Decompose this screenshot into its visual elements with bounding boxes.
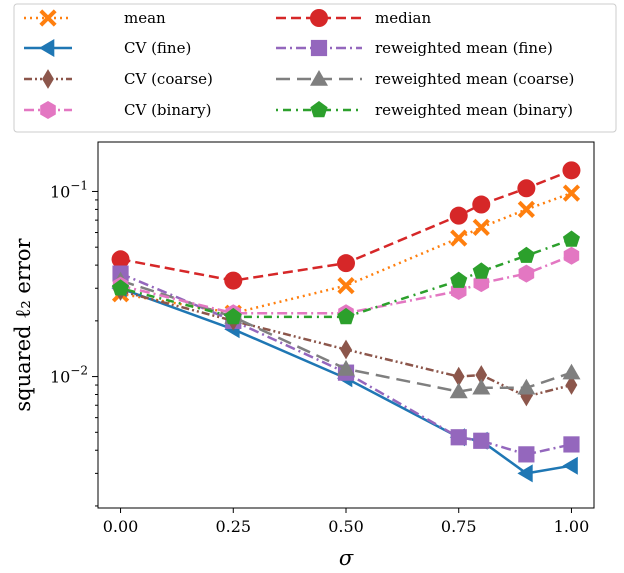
y-axis-label: squared ℓ₂ error <box>11 237 35 411</box>
data-point-mean <box>562 184 581 202</box>
data-point-reweighted-mean-coarse <box>517 378 536 395</box>
legend-marker-reweighted-mean-coarse <box>310 70 328 86</box>
data-point-mean <box>517 200 535 219</box>
x-tick-label: 0.25 <box>215 517 251 536</box>
data-point-reweighted-mean-fine <box>450 429 467 446</box>
series-layer <box>111 161 581 483</box>
legend-marker-reweighted-mean-binary <box>310 101 328 118</box>
series-median <box>111 161 581 290</box>
data-point-cv-fine <box>562 456 578 475</box>
legend-label-reweighted-mean-fine: reweighted mean (fine) <box>375 39 553 57</box>
data-point-reweighted-mean-fine <box>563 436 580 453</box>
data-point-median <box>449 206 468 225</box>
data-point-reweighted-mean-binary <box>517 246 535 263</box>
axis-ticks: 0.00 0.25 0.50 0.75 1.00 10−2 10−1 <box>50 178 589 536</box>
x-tick-label: 0.50 <box>328 517 364 536</box>
legend-label-cv-coarse: CV (coarse) <box>124 70 213 88</box>
data-point-cv-binary <box>518 264 535 283</box>
data-point-cv-coarse <box>452 366 465 387</box>
data-point-reweighted-mean-fine <box>518 446 535 463</box>
legend-label-cv-fine: CV (fine) <box>124 39 191 57</box>
legend-marker-cv-fine <box>39 39 55 57</box>
y-tick-label: 10−1 <box>50 178 88 201</box>
series-line-mean <box>120 191 572 315</box>
legend-marker-cv-coarse <box>42 69 54 89</box>
data-point-cv-coarse <box>340 339 352 360</box>
legend-marker-median <box>310 9 328 27</box>
data-point-median <box>111 250 130 269</box>
x-tick-label: 0.75 <box>441 517 477 536</box>
data-point-cv-coarse <box>475 365 488 385</box>
legend-marker-cv-binary <box>40 101 56 119</box>
legend-label-reweighted-mean-binary: reweighted mean (binary) <box>375 101 573 119</box>
data-point-cv-fine <box>517 464 533 483</box>
data-point-reweighted-mean-coarse <box>562 363 581 380</box>
data-point-reweighted-mean-binary <box>337 307 355 325</box>
data-point-reweighted-mean-binary <box>472 262 490 279</box>
data-point-median <box>562 161 581 180</box>
x-axis-label: σ <box>339 546 354 570</box>
data-point-reweighted-mean-coarse <box>337 359 355 376</box>
data-point-reweighted-mean-fine <box>473 432 490 449</box>
data-point-reweighted-mean-binary <box>112 279 130 296</box>
legend-label-median: median <box>375 9 431 27</box>
data-point-reweighted-mean-coarse <box>472 378 491 395</box>
legend: mean median CV (fine) reweighted mean (fine… <box>24 9 574 119</box>
legend-box <box>13 3 617 133</box>
data-point-reweighted-mean-binary <box>450 271 468 288</box>
data-point-median <box>224 271 243 290</box>
legend-label-mean: mean <box>124 9 166 27</box>
data-point-median <box>337 254 355 273</box>
data-point-mean <box>472 218 490 236</box>
x-tick-label: 1.00 <box>554 517 590 536</box>
y-tick-label: 10−2 <box>50 364 88 387</box>
data-point-median <box>517 179 536 198</box>
data-point-mean <box>450 229 468 247</box>
data-point-median <box>472 195 491 214</box>
x-tick-label: 0.00 <box>103 517 139 536</box>
data-point-mean <box>337 277 355 295</box>
legend-label-cv-binary: CV (binary) <box>124 101 211 119</box>
series-reweighted-mean-binary <box>112 230 580 325</box>
data-point-reweighted-mean-binary <box>224 307 242 325</box>
legend-marker-mean <box>39 9 57 27</box>
data-point-reweighted-mean-binary <box>562 230 580 247</box>
legend-label-reweighted-mean-coarse: reweighted mean (coarse) <box>375 70 574 88</box>
legend-marker-reweighted-mean-fine <box>310 39 328 57</box>
data-point-cv-coarse <box>565 375 578 395</box>
data-point-reweighted-mean-coarse <box>449 382 468 399</box>
data-point-cv-binary <box>563 246 580 265</box>
